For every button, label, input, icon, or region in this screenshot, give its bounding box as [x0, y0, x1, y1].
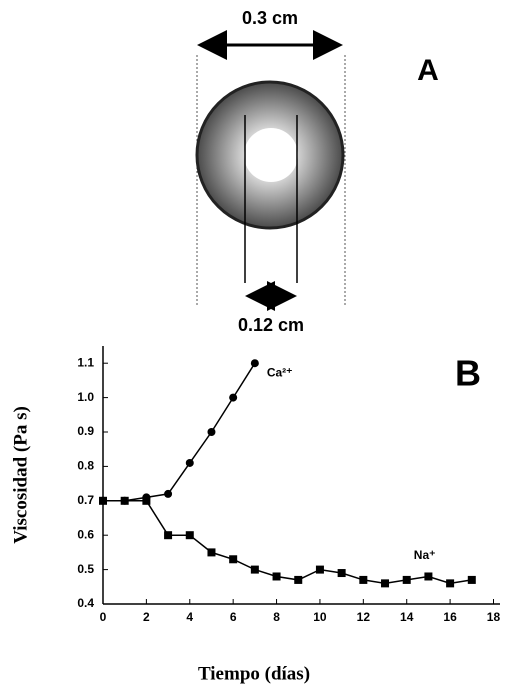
point — [164, 490, 172, 498]
outer-label: 0.3 cm — [242, 8, 298, 28]
x-tick-label: 12 — [357, 610, 371, 624]
point — [316, 566, 324, 574]
x-tick-label: 18 — [487, 610, 501, 624]
diagram-a: 0.3 cm 0.12 cm A — [197, 8, 439, 335]
point — [251, 359, 259, 367]
point — [142, 497, 150, 505]
point — [294, 576, 302, 584]
point — [229, 394, 237, 402]
y-tick-label: 1.1 — [77, 355, 94, 369]
point — [381, 579, 389, 587]
point — [164, 531, 172, 539]
y-tick-label: 0.7 — [77, 493, 94, 507]
series-line — [103, 501, 472, 584]
y-tick-label: 0.5 — [77, 562, 94, 576]
x-tick-label: 6 — [230, 610, 237, 624]
y-tick-label: 0.8 — [77, 459, 94, 473]
panel-label: A — [417, 54, 439, 87]
x-tick-label: 14 — [400, 610, 414, 624]
page: 0.3 cm 0.12 cm A B Tiempo (días) Viscosi… — [0, 0, 508, 685]
x-tick-label: 8 — [273, 610, 280, 624]
x-axis-title: Tiempo (días) — [198, 663, 310, 684]
point — [186, 531, 194, 539]
point — [338, 569, 346, 577]
point — [99, 497, 107, 505]
point — [121, 497, 129, 505]
panel-label: B — [455, 353, 481, 394]
point — [403, 576, 411, 584]
inner-label: 0.12 cm — [238, 315, 304, 335]
inner-hole — [244, 128, 298, 182]
y-tick-label: 0.9 — [77, 424, 94, 438]
point — [207, 548, 215, 556]
point — [207, 428, 215, 436]
y-axis-title: Viscosidad (Pa s) — [10, 406, 31, 544]
x-tick-label: 4 — [186, 610, 193, 624]
point — [186, 459, 194, 467]
x-tick-label: 16 — [443, 610, 457, 624]
point — [468, 576, 476, 584]
x-tick-label: 0 — [100, 610, 107, 624]
point — [229, 555, 237, 563]
series-label: Na⁺ — [414, 548, 436, 562]
series-label: Ca²⁺ — [267, 365, 293, 379]
y-tick-label: 1.0 — [77, 390, 94, 404]
y-tick-label: 0.4 — [77, 596, 94, 610]
point — [446, 579, 454, 587]
point — [251, 566, 259, 574]
point — [359, 576, 367, 584]
x-tick-label: 2 — [143, 610, 150, 624]
figure: 0.3 cm 0.12 cm A B Tiempo (días) Viscosi… — [0, 0, 508, 685]
series-line — [103, 363, 255, 501]
point — [273, 572, 281, 580]
y-tick-label: 0.6 — [77, 527, 94, 541]
point — [424, 572, 432, 580]
x-tick-label: 10 — [313, 610, 327, 624]
